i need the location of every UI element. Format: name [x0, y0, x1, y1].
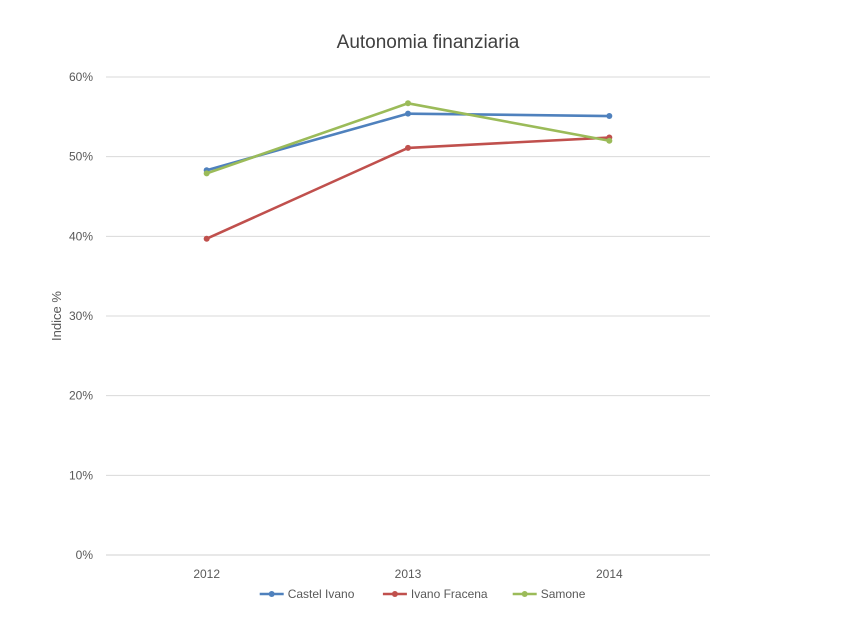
- x-tick-label: 2014: [596, 567, 623, 581]
- x-tick-label: 2013: [395, 567, 422, 581]
- x-axis-ticks: 2012 2013 2014: [193, 567, 623, 581]
- y-axis-ticks: 0% 10% 20% 30% 40% 50% 60%: [69, 70, 93, 562]
- data-point: [203, 235, 210, 242]
- data-point: [606, 137, 613, 144]
- y-tick-label: 10%: [69, 468, 93, 482]
- legend-item: Castel Ivano: [259, 587, 355, 601]
- series-lines: [203, 100, 613, 242]
- y-tick-label: 60%: [69, 70, 93, 84]
- legend-marker: [268, 591, 275, 597]
- data-point: [405, 110, 411, 117]
- series-samone: [203, 100, 613, 177]
- y-tick-label: 50%: [69, 150, 93, 164]
- y-tick-label: 20%: [69, 389, 93, 403]
- y-axis-title: Indice %: [49, 291, 64, 341]
- series-ivano-fracena: [203, 134, 613, 242]
- legend: Castel Ivano Ivano Fracena Samone: [259, 587, 586, 601]
- y-tick-label: 0%: [76, 548, 94, 562]
- data-point: [405, 144, 411, 151]
- legend-marker: [391, 591, 398, 597]
- x-tick-label: 2012: [193, 567, 220, 581]
- series-castel-ivano: [203, 110, 613, 174]
- chart-title: Autonomia finanziaria: [337, 32, 520, 53]
- y-tick-label: 40%: [69, 229, 93, 243]
- legend-item: Ivano Fracena: [382, 587, 488, 601]
- y-tick-label: 30%: [69, 309, 93, 323]
- legend-marker: [521, 591, 528, 597]
- legend-item: Samone: [512, 587, 586, 601]
- data-point: [203, 170, 210, 177]
- legend-label: Castel Ivano: [288, 587, 355, 601]
- data-point: [405, 100, 411, 107]
- legend-label: Samone: [541, 587, 586, 601]
- legend-label: Ivano Fracena: [411, 587, 488, 601]
- data-point: [606, 113, 613, 120]
